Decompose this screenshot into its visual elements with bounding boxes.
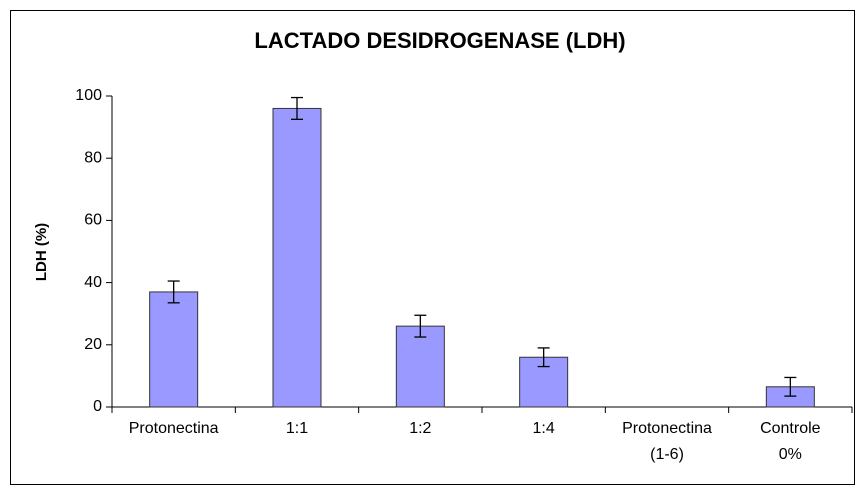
- error-bar: [537, 347, 550, 368]
- y-tick-label: 40: [84, 274, 102, 291]
- y-tick-label: 60: [84, 212, 102, 229]
- y-axis-label: LDH (%): [33, 223, 50, 281]
- x-tick-label: Protonectina: [129, 420, 219, 437]
- bar: [395, 325, 445, 408]
- bar: [149, 291, 199, 408]
- bar: [272, 107, 322, 408]
- error-bar: [784, 376, 797, 397]
- x-tick-label: Controle: [760, 420, 821, 437]
- y-tick-label: 20: [84, 336, 102, 353]
- y-tick-label: 100: [75, 87, 102, 104]
- x-tick-label: (1-6): [650, 446, 684, 463]
- chart-title: LACTADO DESIDROGENASE (LDH): [254, 28, 625, 53]
- y-tick-label: 80: [84, 149, 102, 166]
- error-bar: [414, 314, 427, 338]
- x-tick-label: Protonectina: [622, 420, 712, 437]
- x-tick-label: 1:4: [533, 420, 555, 437]
- x-tick-label: 0%: [779, 446, 802, 463]
- y-tick-label: 0: [93, 398, 102, 415]
- error-bar: [291, 96, 303, 120]
- x-tick-label: 1:2: [409, 420, 431, 437]
- error-bar: [167, 280, 180, 304]
- chart-frame: [10, 10, 855, 485]
- x-tick-label: 1:1: [286, 420, 308, 437]
